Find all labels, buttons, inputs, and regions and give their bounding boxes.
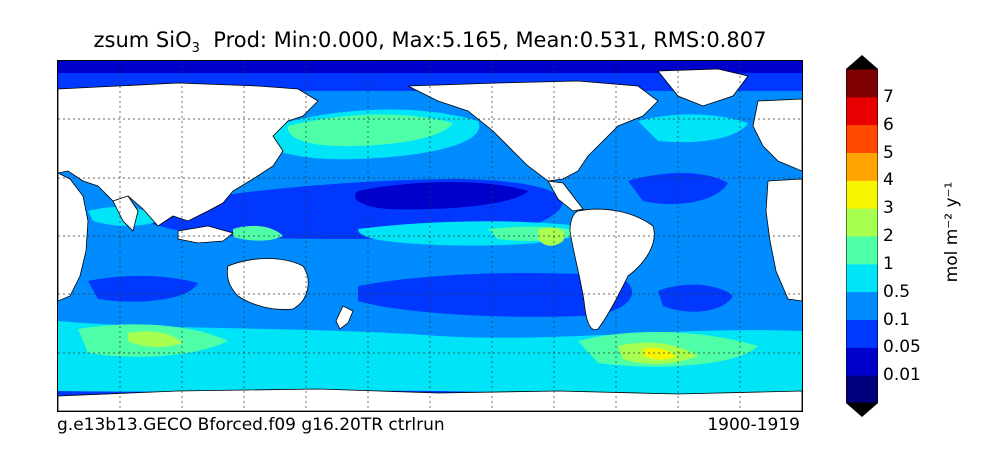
colorbar-band — [846, 180, 878, 209]
colorbar-tick-label: 7 — [883, 86, 894, 107]
peru-upwelling — [538, 227, 565, 246]
title-variable: zsum SiO — [93, 28, 192, 52]
southeast-asia-islands — [177, 225, 234, 244]
colorbar-band — [846, 291, 878, 320]
colorbar-tick-label: 2 — [883, 226, 894, 246]
south-atlantic-gyre — [658, 284, 733, 312]
africa — [58, 172, 89, 302]
africa-east — [765, 178, 802, 302]
colorbar-unit-label: mol m⁻² y⁻¹ — [942, 181, 962, 283]
antarctica — [58, 388, 802, 411]
australia — [226, 258, 309, 310]
title-variable-subscript: 3 — [191, 41, 200, 57]
colorbar-tick-label: 0.01 — [883, 365, 921, 386]
patagonian-bloom-core — [643, 347, 676, 360]
colorbar-band — [846, 124, 878, 153]
colorbar-upper-extend — [846, 55, 878, 69]
colorbar — [846, 55, 878, 417]
subpolar-atlantic-band — [638, 114, 748, 143]
north-atlantic-gyre — [628, 172, 728, 205]
north-pacific-gyre-core — [354, 182, 528, 210]
colorbar-tick-label: 0.05 — [883, 337, 921, 358]
colorbar-tick-label: 1 — [883, 253, 894, 274]
europe-east — [752, 98, 802, 172]
north-america — [407, 80, 659, 182]
colorbar-tick-label: 6 — [883, 114, 894, 135]
colorbar-tick-label: 5 — [883, 142, 894, 163]
colorbar-band — [846, 347, 878, 376]
india — [112, 195, 139, 232]
central-america — [547, 180, 584, 212]
colorbar-band — [846, 319, 878, 348]
title-stats: Prod: Min:0.000, Max:5.165, Mean:0.531, … — [213, 28, 767, 52]
colorbar-band — [846, 152, 878, 181]
run-name-label: g.e13b13.GECO Bforced.f09 g16.20TR ctrlr… — [57, 415, 445, 435]
colorbar-band — [846, 263, 878, 293]
colorbar-tick-label: 0.1 — [883, 309, 911, 330]
south-pacific-gyre — [358, 273, 633, 317]
colorbar-band — [846, 96, 878, 126]
colorbar-band — [846, 69, 878, 98]
colorbar-band — [846, 236, 878, 265]
plot-title: zsum SiO3 Prod: Min:0.000, Max:5.165, Me… — [0, 28, 860, 56]
colorbar-lower-extend — [846, 403, 878, 417]
map-svg — [58, 61, 802, 411]
subpolar-pacific-bloom — [287, 114, 453, 147]
kerguelen-bloom — [128, 331, 183, 347]
indonesia-bloom — [233, 225, 283, 241]
colorbar-tick-label: 3 — [883, 198, 894, 219]
indian-ocean-gyre — [88, 275, 198, 302]
colorbar-band — [846, 375, 878, 404]
lat-lon-grid — [58, 61, 802, 411]
year-range-label: 1900-1919 — [707, 415, 800, 435]
south-america — [569, 208, 655, 331]
new-zealand — [335, 305, 354, 330]
colorbar-band — [846, 208, 878, 237]
colorbar-tick-label: 4 — [883, 170, 894, 191]
colorbar-tick-label: 0.5 — [883, 281, 911, 302]
map-panel — [57, 60, 803, 412]
